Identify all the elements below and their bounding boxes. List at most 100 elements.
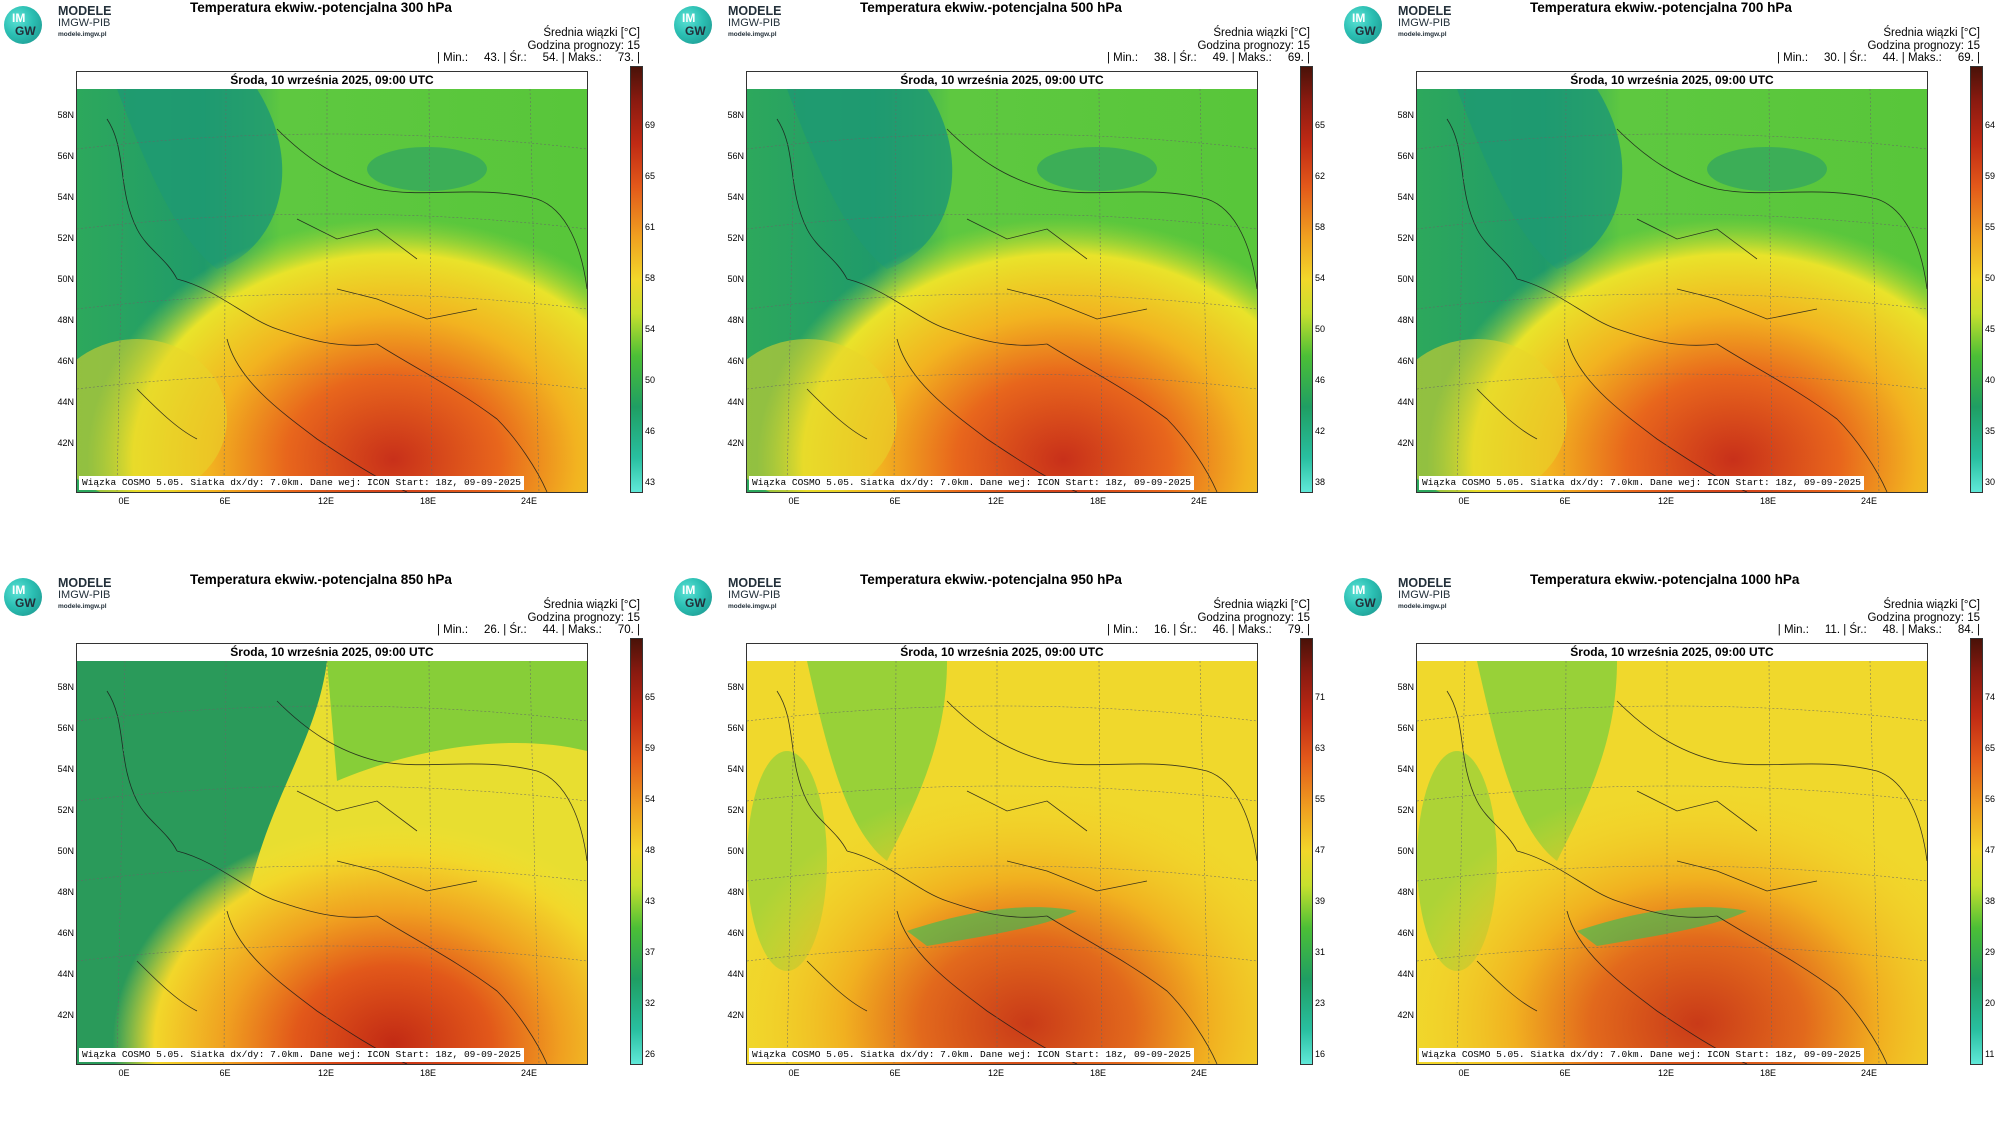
colorbar-tick-label: 39 (1315, 896, 1326, 906)
map-frame: Środa, 10 września 2025, 09:00 UTC (746, 643, 1258, 1065)
logo-subtitle: IMGW-PIB (58, 589, 111, 601)
latitude-label: 42N (727, 438, 744, 448)
longitude-label: 24E (520, 496, 537, 506)
latitude-label: 58N (1397, 110, 1414, 120)
latitude-label: 48N (727, 315, 744, 325)
colorbar-tick-label: 26 (645, 1049, 656, 1059)
latitude-label: 42N (1397, 1010, 1414, 1020)
colorbar-tick-label: 45 (1985, 324, 1996, 334)
stats-values: | Min.: 11. | Śr.: 48. | Maks.: 84. | (1777, 624, 1980, 636)
stats-box: Średnia wiązki [°C] Godzina prognozy: 15… (1680, 599, 1980, 637)
colorbar-tick-label: 46 (645, 426, 656, 436)
colorbar-tick-label: 65 (1315, 120, 1326, 130)
model-footer: Wiązka COSMO 5.05. Siatka dx/dy: 7.0km. … (749, 1048, 1194, 1062)
map-canvas[interactable] (747, 661, 1257, 1064)
longitude-label: 0E (1458, 1068, 1470, 1078)
panel-title: Temperatura ekwiw.-potencjalna 700 hPa (1530, 0, 1792, 15)
colorbar-tick-label: 63 (1315, 743, 1326, 753)
logo-url: modele.imgw.pl (728, 31, 777, 38)
colorbar-tick-label: 71 (1315, 692, 1326, 702)
logo-title: MODELE (58, 4, 112, 18)
stats-heading: Średnia wiązki [°C] (543, 27, 640, 39)
latitude-label: 48N (727, 887, 744, 897)
colorbar-tick-label: 43 (645, 477, 656, 487)
map-panel: IM GW MODELE IMGW-PIB modele.imgw.pl Temp… (670, 0, 1325, 540)
imgw-logo: IM GW MODELE IMGW-PIB modele.imgw.pl (1344, 2, 1474, 44)
longitude-label: 24E (1190, 496, 1207, 506)
imgw-logo-badge: IM GW (4, 6, 42, 44)
forecast-hour: Godzina prognozy: 15 (1867, 39, 1980, 52)
imgw-logo: IM GW MODELE IMGW-PIB modele.imgw.pl (1344, 574, 1474, 616)
longitude-label: 12E (317, 496, 334, 506)
latitude-label: 58N (727, 682, 744, 692)
map-canvas[interactable] (1417, 89, 1927, 492)
latitude-label: 42N (1397, 438, 1414, 448)
colorbar-tick-label: 54 (645, 794, 656, 804)
latitude-label: 52N (1397, 805, 1414, 815)
latitude-label: 46N (57, 928, 74, 938)
logo-subtitle: IMGW-PIB (1398, 589, 1451, 601)
colorbar-tick-label: 11 (1985, 1049, 1995, 1059)
valid-date: Środa, 10 września 2025, 09:00 UTC (77, 644, 587, 662)
latitude-label: 52N (57, 233, 74, 243)
colorbar-tick-label: 74 (1985, 692, 1996, 702)
map-frame: Środa, 10 września 2025, 09:00 UTC (746, 71, 1258, 493)
latitude-label: 44N (727, 397, 744, 407)
longitude-label: 6E (889, 496, 901, 506)
latitude-label: 58N (727, 110, 744, 120)
latitude-label: 52N (57, 805, 74, 815)
colorbar-tick-label: 58 (1315, 222, 1326, 232)
imgw-logo-badge: IM GW (674, 6, 712, 44)
map-canvas[interactable] (747, 89, 1257, 492)
map-canvas[interactable] (1417, 661, 1927, 1064)
stats-heading: Średnia wiązki [°C] (1213, 27, 1310, 39)
latitude-label: 42N (57, 438, 74, 448)
forecast-hour: Godzina prognozy: 15 (1197, 611, 1310, 624)
latitude-label: 52N (1397, 233, 1414, 243)
logo-title: MODELE (1398, 4, 1452, 18)
stats-values: | Min.: 26. | Śr.: 44. | Maks.: 70. | (436, 624, 640, 636)
logo-url: modele.imgw.pl (58, 31, 107, 38)
panel-title: Temperatura ekwiw.-potencjalna 500 hPa (860, 0, 1122, 15)
latitude-label: 44N (1397, 969, 1414, 979)
longitude-label: 6E (1559, 496, 1571, 506)
longitude-label: 18E (1759, 496, 1776, 506)
colorbar (1970, 638, 1983, 1065)
latitude-label: 50N (727, 846, 744, 856)
panel-title: Temperatura ekwiw.-potencjalna 1000 hPa (1530, 572, 1800, 587)
map-panel: IM GW MODELE IMGW-PIB modele.imgw.pl Temp… (0, 0, 655, 540)
colorbar (630, 66, 643, 493)
longitude-label: 0E (118, 496, 130, 506)
stats-values: | Min.: 43. | Śr.: 54. | Maks.: 73. | (436, 52, 640, 64)
latitude-label: 54N (1397, 192, 1414, 202)
colorbar-tick-label: 29 (1985, 947, 1996, 957)
colorbar-tick-label: 55 (1315, 794, 1326, 804)
stats-box: Średnia wiązki [°C] Godzina prognozy: 15… (340, 27, 640, 65)
colorbar-tick-label: 59 (1985, 171, 1996, 181)
longitude-label: 18E (419, 1068, 436, 1078)
map-frame: Środa, 10 września 2025, 09:00 UTC (1416, 71, 1928, 493)
latitude-label: 56N (1397, 723, 1414, 733)
stats-heading: Średnia wiązki [°C] (1213, 599, 1310, 611)
longitude-label: 24E (1860, 496, 1877, 506)
colorbar-tick-label: 37 (645, 947, 656, 957)
imgw-logo: IM GW MODELE IMGW-PIB modele.imgw.pl (4, 2, 134, 44)
latitude-label: 48N (1397, 887, 1414, 897)
colorbar-tick-label: 54 (1315, 273, 1326, 283)
longitude-label: 18E (1759, 1068, 1776, 1078)
map-frame: Środa, 10 września 2025, 09:00 UTC (1416, 643, 1928, 1065)
valid-date: Środa, 10 września 2025, 09:00 UTC (1417, 644, 1927, 662)
longitude-label: 12E (1657, 496, 1674, 506)
logo-title: MODELE (58, 576, 112, 590)
map-canvas[interactable] (77, 661, 587, 1064)
map-canvas[interactable] (77, 89, 587, 492)
stats-box: Średnia wiązki [°C] Godzina prognozy: 15… (1010, 599, 1310, 637)
longitude-label: 6E (1559, 1068, 1571, 1078)
latitude-label: 56N (57, 151, 74, 161)
longitude-label: 18E (419, 496, 436, 506)
stats-heading: Średnia wiązki [°C] (543, 599, 640, 611)
colorbar-tick-label: 69 (645, 120, 656, 130)
colorbar-tick-label: 50 (645, 375, 656, 385)
forecast-hour: Godzina prognozy: 15 (527, 39, 640, 52)
colorbar-tick-label: 58 (645, 273, 656, 283)
